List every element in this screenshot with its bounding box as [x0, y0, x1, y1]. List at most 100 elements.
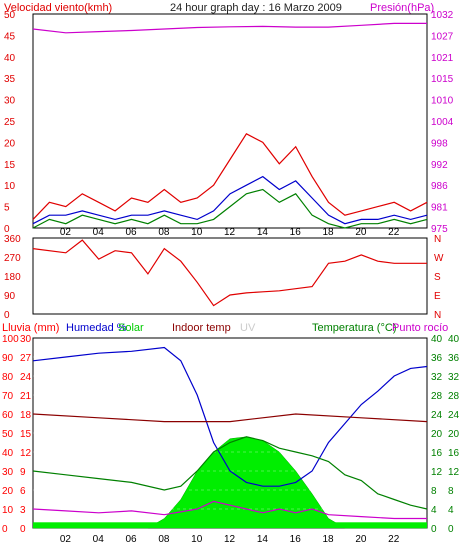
- p1-ytick-left: 0: [4, 224, 10, 235]
- p2-ytick-left: 0: [4, 310, 10, 321]
- p1-ytick-left: 45: [4, 31, 16, 42]
- p3-ytick: 50: [2, 429, 14, 440]
- p3-ytick: 12: [20, 448, 32, 459]
- p1-ytick-right: 986: [431, 181, 448, 192]
- p1-ytick-right: 1021: [431, 53, 454, 64]
- p3-ytick: 9: [20, 467, 26, 478]
- p1-ytick-left: 20: [4, 138, 16, 149]
- p2-ytick-right: N: [434, 310, 441, 321]
- p3-series-2: [32, 436, 428, 510]
- p3-series-1: [32, 413, 428, 423]
- p3-ytick: 30: [20, 334, 32, 345]
- p3-ytick: 28: [448, 391, 460, 402]
- p1-ytick-right: 1010: [431, 96, 454, 107]
- p3-ytick: 4: [431, 505, 437, 516]
- p3-ytick: 12: [448, 467, 460, 478]
- p3-ytick: 15: [20, 429, 32, 440]
- p1-xtick: 10: [191, 227, 203, 238]
- p2-ytick-right: N: [434, 234, 441, 245]
- p3-ytick: 27: [20, 353, 32, 364]
- p3-xtick: 14: [257, 534, 269, 545]
- p2-ytick-right: S: [434, 272, 441, 283]
- p3-ytick: 100: [2, 334, 19, 345]
- p3-xtick: 08: [158, 534, 170, 545]
- p3-xtick: 06: [126, 534, 138, 545]
- p3-xtick: 04: [93, 534, 105, 545]
- legend-lluvia: Lluvia (mm): [2, 322, 59, 334]
- p3-ytick: 18: [20, 410, 32, 421]
- p3-xtick: 10: [191, 534, 203, 545]
- p1-ytick-right: 1032: [431, 10, 454, 21]
- solar-baseline: [33, 522, 427, 528]
- p2-ytick-right: E: [434, 291, 441, 302]
- panel-3-series: [32, 346, 428, 529]
- p3-ytick: 40: [2, 448, 14, 459]
- p3-ytick: 10: [2, 505, 14, 516]
- p3-ytick: 8: [431, 486, 437, 497]
- p1-ytick-right: 975: [431, 224, 448, 235]
- p3-ytick: 0: [2, 524, 8, 535]
- p1-ytick-left: 10: [4, 181, 16, 192]
- p2-ytick-left: 180: [4, 272, 21, 283]
- p1-ytick-right: 998: [431, 138, 448, 149]
- p3-ytick: 70: [2, 391, 14, 402]
- p3-ytick: 0: [20, 524, 26, 535]
- p1-ytick-right: 992: [431, 160, 448, 171]
- p3-ytick: 60: [2, 410, 14, 421]
- wind-axis-label: Velocidad viento(kmh): [4, 2, 112, 14]
- p1-xtick: 18: [323, 227, 335, 238]
- p3-series-0: [32, 346, 428, 487]
- legend-uv: UV: [240, 322, 256, 334]
- p3-xtick: 18: [323, 534, 335, 545]
- p1-series-1: [32, 133, 428, 220]
- p3-ytick: 40: [431, 334, 443, 345]
- p1-xtick: 08: [158, 227, 170, 238]
- p1-xtick: 20: [355, 227, 367, 238]
- legend-solar: Solar: [118, 322, 144, 334]
- p1-ytick-left: 30: [4, 96, 16, 107]
- p3-xtick: 16: [290, 534, 302, 545]
- p1-xtick: 04: [93, 227, 105, 238]
- p2-ytick-left: 270: [4, 253, 21, 264]
- p3-ytick: 24: [448, 410, 460, 421]
- p1-ytick-right: 1015: [431, 74, 454, 85]
- p1-series-2: [32, 175, 428, 225]
- p3-ytick: 28: [431, 391, 443, 402]
- p3-ytick: 32: [431, 372, 443, 383]
- p1-xtick: 14: [257, 227, 269, 238]
- p3-ytick: 0: [448, 524, 454, 535]
- legend-humedad: Humedad %: [66, 322, 127, 334]
- pressure-axis-label: Presión(hPa): [370, 2, 434, 14]
- p3-ytick: 6: [20, 486, 26, 497]
- p3-ytick: 8: [448, 486, 454, 497]
- p1-xtick: 06: [126, 227, 138, 238]
- p1-ytick-left: 25: [4, 117, 16, 128]
- p1-ytick-left: 40: [4, 53, 16, 64]
- p1-ytick-right: 1027: [431, 31, 454, 42]
- legend-indoor: Indoor temp: [172, 322, 231, 334]
- panel-2-series: [32, 239, 427, 307]
- p3-ytick: 4: [448, 505, 454, 516]
- p3-ytick: 24: [431, 410, 443, 421]
- p3-ytick: 12: [431, 467, 443, 478]
- p1-ytick-left: 5: [4, 203, 10, 214]
- p3-ytick: 80: [2, 372, 14, 383]
- p2-series-0: [32, 239, 427, 307]
- p1-xtick: 12: [224, 227, 236, 238]
- p2-ytick-left: 90: [4, 291, 16, 302]
- p1-xtick: 16: [290, 227, 302, 238]
- panel-1-frame: [32, 13, 428, 229]
- p3-ytick: 16: [431, 448, 443, 459]
- p3-ytick: 30: [2, 467, 14, 478]
- p2-ytick-left: 360: [4, 234, 21, 245]
- p1-ytick-right: 1004: [431, 117, 454, 128]
- p3-ytick: 24: [20, 372, 32, 383]
- p3-ytick: 20: [431, 429, 443, 440]
- chart-title: 24 hour graph day : 16 Marzo 2009: [170, 2, 342, 14]
- p1-ytick-left: 35: [4, 74, 16, 85]
- p3-ytick: 21: [20, 391, 32, 402]
- p3-xtick: 20: [355, 534, 367, 545]
- p1-series-3: [32, 188, 428, 229]
- p3-xtick: 02: [60, 534, 72, 545]
